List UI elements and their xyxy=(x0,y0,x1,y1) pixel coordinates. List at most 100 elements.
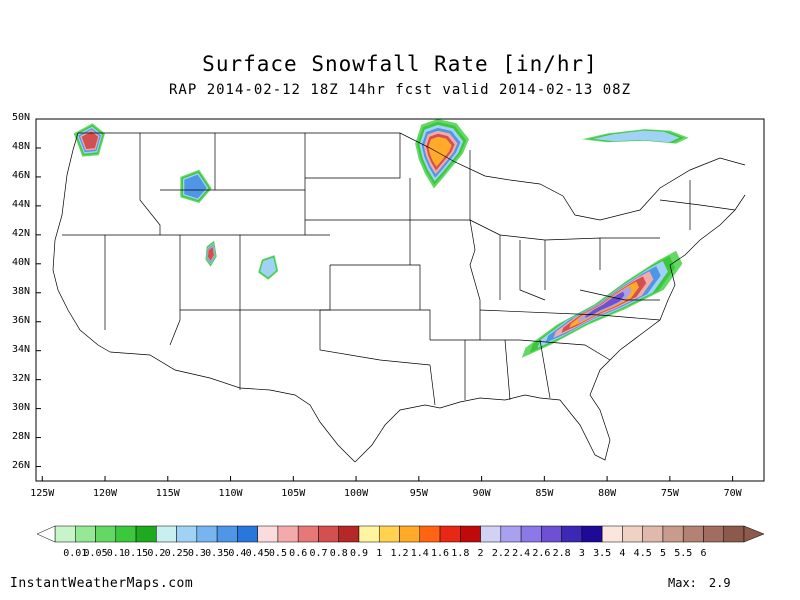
latitude-label: 26N xyxy=(11,459,30,471)
state-line xyxy=(539,339,551,399)
state-line xyxy=(504,339,511,401)
us-west-coast xyxy=(52,132,111,353)
longitude-label: 115W xyxy=(155,488,180,499)
colorbar-swatch xyxy=(541,525,562,543)
state-line xyxy=(305,133,401,179)
colorbar-label: 0.5 xyxy=(268,548,287,559)
colorbar-swatch xyxy=(237,525,258,543)
colorbar-swatch xyxy=(196,525,218,543)
colorbar-swatch xyxy=(439,525,461,543)
latitude-label: 44N xyxy=(11,198,30,210)
state-line xyxy=(429,364,436,406)
longitude-label: 75W xyxy=(660,488,679,499)
map-title: Surface Snowfall Rate [in/hr] xyxy=(202,52,598,76)
longitude-label: 100W xyxy=(344,488,369,499)
max-readout: Max: 2.9 xyxy=(668,576,731,590)
colorbar-label: 2.2 xyxy=(491,548,510,559)
state-line xyxy=(330,264,421,310)
axis-ticks xyxy=(36,118,734,481)
colorbar-swatch xyxy=(399,525,421,543)
colorbar-label: 3.5 xyxy=(593,548,612,559)
state-line xyxy=(479,309,661,321)
colorbar-label: 0.8 xyxy=(329,548,348,559)
snowfall-contour-canada-east-band xyxy=(593,130,680,143)
state-line xyxy=(319,310,431,366)
colorbar-label: 2 xyxy=(477,548,484,559)
colorbar-label: 0.15 xyxy=(124,548,149,559)
colorbar-swatch xyxy=(581,525,603,543)
state-line xyxy=(519,240,546,301)
colorbar-swatch xyxy=(338,525,360,543)
colorbar-label: 2.8 xyxy=(552,548,571,559)
colorbar-swatch xyxy=(480,525,502,543)
snowfall-layer xyxy=(73,119,689,358)
colorbar-swatch xyxy=(622,525,643,543)
gulf-coast xyxy=(354,194,746,463)
colorbar-swatch xyxy=(561,525,583,543)
colorbar-label: 0.3 xyxy=(187,548,206,559)
max-value: 2.9 xyxy=(708,576,731,590)
state-line xyxy=(169,235,181,346)
longitude-label: 110W xyxy=(218,488,243,499)
colorbar-swatch xyxy=(176,525,198,543)
colorbar-label: 0.45 xyxy=(245,548,270,559)
colorbar-swatch xyxy=(723,525,745,543)
colorbar-label: 5.5 xyxy=(674,548,693,559)
latitude-label: 46N xyxy=(11,169,30,181)
colorbar-swatch xyxy=(318,525,339,543)
latitude-label: 48N xyxy=(11,140,30,152)
latitude-label: 38N xyxy=(11,285,30,297)
latitude-label: 32N xyxy=(11,372,30,384)
colorbar-swatch xyxy=(297,525,319,543)
colorbar-swatch xyxy=(703,525,724,543)
colorbar-swatch xyxy=(662,525,684,543)
colorbar-high-arrow xyxy=(743,525,765,543)
colorbar-label: 1.2 xyxy=(390,548,409,559)
colorbar-label: 6 xyxy=(700,548,707,559)
colorbar-label: 2.4 xyxy=(512,548,531,559)
latitude-label: 34N xyxy=(11,343,30,355)
colorbar-label: 0.1 xyxy=(106,548,125,559)
colorbar-swatch xyxy=(95,525,117,543)
latitude-label: 36N xyxy=(11,314,30,326)
latitude-label: 28N xyxy=(11,430,30,442)
state-borders xyxy=(52,132,746,463)
snowfall-contour-colorado-rockies xyxy=(260,257,277,278)
colorbar-swatch xyxy=(156,525,177,543)
latitude-label: 30N xyxy=(11,401,30,413)
snowfall-contour-washington-cascades xyxy=(81,131,99,149)
site-credit: InstantWeatherMaps.com xyxy=(10,576,194,591)
state-line xyxy=(180,265,331,311)
longitude-label: 70W xyxy=(723,488,742,499)
colorbar xyxy=(36,525,765,543)
colorbar-swatch xyxy=(460,525,481,543)
longitude-label: 105W xyxy=(281,488,306,499)
colorbar-label: 0.7 xyxy=(309,548,328,559)
colorbar-swatch xyxy=(216,525,238,543)
colorbar-swatch xyxy=(378,525,400,543)
latitude-label: 42N xyxy=(11,227,30,239)
colorbar-swatch xyxy=(54,525,76,543)
colorbar-label: 0.01 xyxy=(63,548,88,559)
colorbar-label: 2.6 xyxy=(532,548,551,559)
colorbar-swatch xyxy=(601,525,623,543)
longitude-label: 125W xyxy=(30,488,55,499)
colorbar-label: 0.2 xyxy=(147,548,166,559)
colorbar-label: 1.4 xyxy=(410,548,429,559)
colorbar-label: 0.9 xyxy=(349,548,369,559)
longitude-label: 90W xyxy=(472,488,491,499)
snowfall-contour-wasatch xyxy=(207,246,214,261)
colorbar-label: 3 xyxy=(578,548,585,559)
colorbar-label: 1.6 xyxy=(431,548,450,559)
colorbar-low-arrow xyxy=(36,525,56,543)
colorbar-label: 0.6 xyxy=(289,548,308,559)
map-subtitle: RAP 2014-02-12 18Z 14hr fcst valid 2014-… xyxy=(168,82,631,98)
colorbar-swatch xyxy=(75,525,96,543)
latitude-label: 50N xyxy=(11,112,30,123)
colorbar-swatch xyxy=(682,525,704,543)
state-line xyxy=(320,309,431,340)
longitude-label: 80W xyxy=(598,488,617,499)
snowfall-contour-southern-canada xyxy=(428,136,452,167)
colorbar-label: 0.4 xyxy=(228,548,247,559)
